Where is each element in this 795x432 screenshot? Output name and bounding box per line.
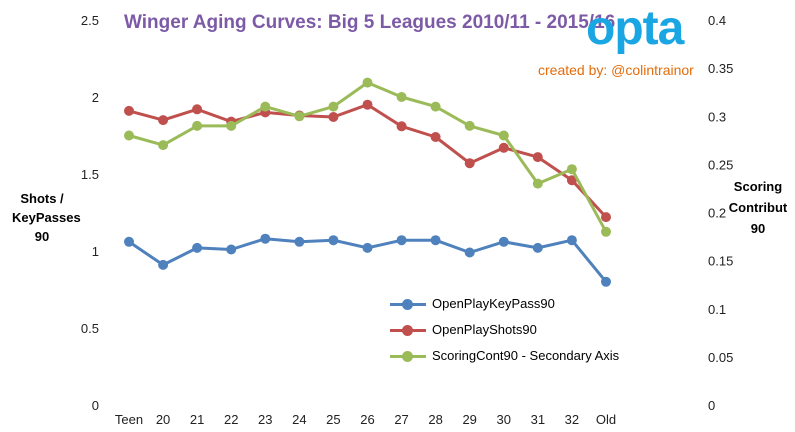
x-tick: 27 bbox=[394, 412, 408, 427]
y-axis-label-right: Scoring Contribut 90 bbox=[728, 176, 788, 239]
series-OpenPlayKeyPass90 bbox=[124, 233, 611, 287]
x-tick: 31 bbox=[531, 412, 545, 427]
y-tick-right: 0.35 bbox=[708, 61, 733, 76]
data-point bbox=[498, 236, 509, 247]
data-point bbox=[158, 259, 169, 270]
right-axis-ticks: 0 0.05 0.1 0.15 0.2 0.25 0.3 0.35 0.4 bbox=[708, 13, 733, 413]
data-point bbox=[124, 105, 134, 116]
data-point bbox=[192, 242, 203, 253]
data-point bbox=[158, 140, 169, 151]
data-point bbox=[601, 276, 611, 287]
data-point bbox=[532, 152, 543, 163]
y-tick-right: 0.1 bbox=[708, 302, 726, 317]
data-point bbox=[362, 242, 373, 253]
x-tick: 32 bbox=[565, 412, 579, 427]
data-point bbox=[532, 242, 543, 253]
data-point bbox=[294, 111, 305, 122]
data-point bbox=[294, 236, 305, 247]
legend-label-scoring: ScoringCont90 - Secondary Axis bbox=[432, 348, 620, 363]
data-point bbox=[226, 120, 237, 131]
y-tick-right: 0 bbox=[708, 398, 715, 413]
x-tick: 28 bbox=[428, 412, 442, 427]
data-point bbox=[566, 164, 577, 175]
opta-logo: opta bbox=[586, 2, 684, 55]
data-point bbox=[396, 235, 407, 246]
left-axis-ticks: 0 0.5 1 1.5 2 2.5 bbox=[81, 13, 99, 413]
legend-label-shots: OpenPlayShots90 bbox=[432, 322, 537, 337]
data-point bbox=[430, 235, 441, 246]
data-point bbox=[430, 132, 441, 142]
legend-swatch-dot-scoring bbox=[402, 351, 413, 362]
data-point bbox=[498, 130, 509, 141]
y-tick-left: 0 bbox=[92, 398, 99, 413]
y-axis-label-right-line-1: Scoring bbox=[733, 179, 783, 194]
data-point bbox=[430, 101, 441, 112]
x-tick: 22 bbox=[224, 412, 238, 427]
series-OpenPlayShots90 bbox=[124, 99, 611, 223]
data-point bbox=[328, 235, 339, 246]
series-layer bbox=[124, 77, 611, 287]
data-point bbox=[396, 121, 407, 132]
data-point bbox=[158, 115, 169, 126]
x-tick: 26 bbox=[360, 412, 374, 427]
chart-title: Winger Aging Curves: Big 5 Leagues 2010/… bbox=[124, 12, 616, 33]
data-point bbox=[328, 112, 339, 122]
data-point bbox=[566, 235, 577, 246]
y-axis-label-right-line-3: 90 bbox=[750, 221, 766, 236]
data-point bbox=[260, 233, 271, 244]
data-point bbox=[328, 101, 339, 112]
y-tick-right: 0.3 bbox=[708, 109, 726, 124]
data-point bbox=[192, 104, 203, 115]
data-point bbox=[566, 175, 577, 186]
legend-swatch-dot-keypass bbox=[402, 299, 413, 310]
x-tick: 24 bbox=[292, 412, 306, 427]
data-point bbox=[192, 120, 203, 131]
y-axis-label-left: Shots / KeyPasses 90 bbox=[12, 189, 81, 246]
y-tick-left: 2 bbox=[92, 90, 99, 105]
series-ScoringCont90 bbox=[124, 77, 611, 237]
y-tick-left: 0.5 bbox=[81, 321, 99, 336]
x-tick: 20 bbox=[156, 412, 170, 427]
data-point bbox=[464, 247, 475, 258]
data-point bbox=[362, 77, 373, 88]
data-point bbox=[226, 244, 237, 255]
y-tick-right: 0.4 bbox=[708, 13, 726, 28]
x-tick: 29 bbox=[462, 412, 476, 427]
y-tick-left: 1.5 bbox=[81, 167, 99, 182]
y-axis-label-left-line-3: 90 bbox=[34, 229, 50, 244]
data-point bbox=[124, 236, 134, 247]
data-point bbox=[464, 158, 475, 169]
x-tick: 21 bbox=[190, 412, 204, 427]
data-point bbox=[601, 226, 611, 237]
data-point bbox=[362, 99, 373, 110]
x-tick: Old bbox=[596, 412, 616, 427]
x-tick: 25 bbox=[326, 412, 340, 427]
x-tick: 23 bbox=[258, 412, 272, 427]
legend-swatch-dot-shots bbox=[402, 325, 413, 336]
x-tick: 30 bbox=[497, 412, 511, 427]
y-axis-label-right-line-2: Contribut bbox=[728, 200, 788, 215]
data-point bbox=[396, 92, 407, 102]
legend-label-keypass: OpenPlayKeyPass90 bbox=[432, 296, 555, 311]
data-point bbox=[601, 212, 611, 223]
y-tick-left: 2.5 bbox=[81, 13, 99, 28]
series-line bbox=[128, 103, 608, 219]
y-tick-left: 1 bbox=[92, 244, 99, 259]
data-point bbox=[260, 101, 271, 112]
y-axis-label-left-line-1: Shots / bbox=[20, 191, 64, 206]
data-point bbox=[124, 130, 134, 141]
data-point bbox=[464, 120, 475, 131]
x-tick: Teen bbox=[115, 412, 143, 427]
y-tick-right: 0.05 bbox=[708, 350, 733, 365]
y-axis-label-left-line-2: KeyPasses bbox=[12, 210, 81, 225]
y-tick-right: 0.25 bbox=[708, 157, 733, 172]
data-point bbox=[532, 178, 543, 189]
y-tick-right: 0.15 bbox=[708, 254, 733, 269]
credit-text: created by: @colintrainor bbox=[538, 62, 694, 78]
y-tick-right: 0.2 bbox=[708, 206, 726, 221]
x-axis-ticks: Teen 20 21 22 23 24 25 26 27 28 29 30 31 32 Old bbox=[115, 412, 616, 427]
data-point bbox=[498, 142, 509, 153]
